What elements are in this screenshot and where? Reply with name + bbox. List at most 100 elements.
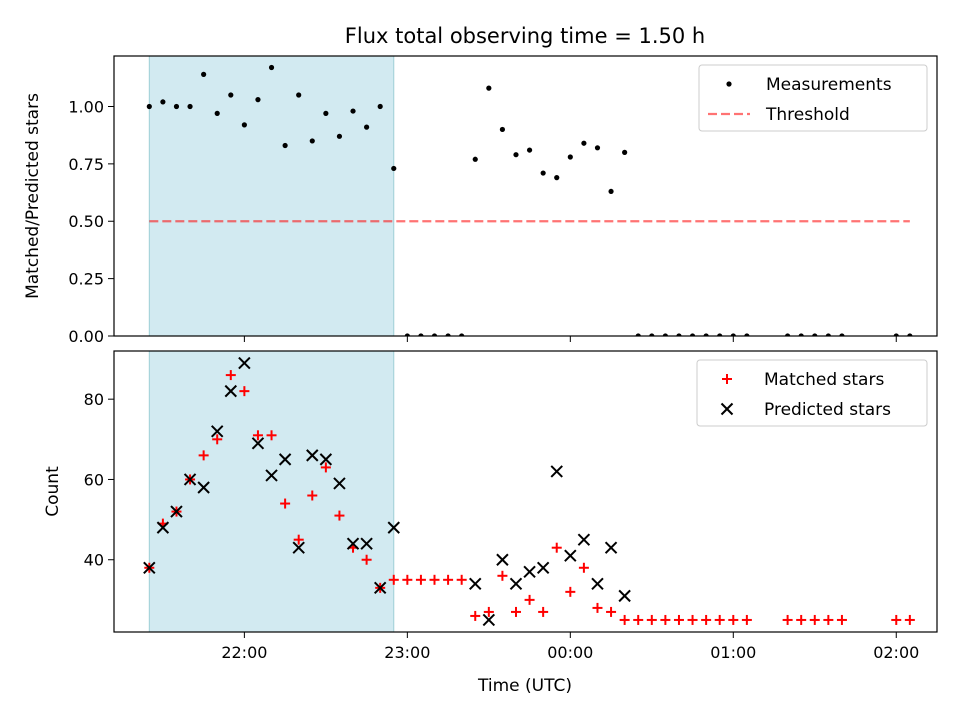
predicted-star-point	[373, 581, 387, 595]
matched-star-point	[836, 614, 847, 625]
predicted-star-point	[604, 541, 618, 554]
legend-label: Predicted stars	[764, 400, 891, 420]
measurement-point	[499, 126, 506, 133]
predicted-star-point	[509, 577, 523, 591]
predicted-star-point	[346, 537, 360, 550]
predicted-star-point	[469, 577, 482, 591]
measurement-point	[282, 142, 288, 149]
x-stroke-b	[333, 477, 346, 490]
measurement-point	[676, 333, 682, 336]
x-stroke-b	[346, 537, 360, 550]
series-matched-stars	[144, 370, 915, 625]
y-tick-label: 0.50	[68, 212, 104, 231]
measurement-point	[309, 138, 315, 144]
matched-star-point	[809, 614, 820, 625]
matched-star-point	[619, 614, 630, 625]
measurement-point	[336, 133, 343, 139]
predicted-star-point	[306, 449, 319, 462]
x-stroke-b	[251, 437, 265, 450]
x-stroke-b	[387, 521, 400, 534]
matched-star-point	[456, 574, 467, 585]
y-tick-label: 40	[84, 551, 104, 570]
measurement-point	[431, 333, 438, 336]
x-tick-label: 01:00	[710, 643, 756, 662]
matched-star-point	[646, 614, 657, 625]
legend-label: Threshold	[765, 105, 850, 125]
measurement-point	[717, 333, 723, 336]
predicted-star-point	[550, 465, 563, 478]
legend: Measurements Threshold	[698, 64, 928, 132]
measurement-point	[255, 97, 261, 103]
shaded-interval	[148, 55, 395, 337]
measurement-point	[214, 110, 220, 116]
measurement-point	[812, 333, 818, 336]
matched-star-point	[415, 574, 426, 585]
measurement-point	[526, 147, 533, 153]
chart-title: Flux total observing time = 1.50 h	[345, 24, 705, 48]
matched-star-point	[551, 542, 562, 553]
predicted-star-point	[482, 613, 496, 627]
y-tick-label: 60	[84, 470, 104, 489]
x-stroke-b	[509, 577, 523, 591]
predicted-star-point	[143, 561, 156, 574]
x-stroke-b	[373, 581, 387, 595]
predicted-star-point	[496, 553, 509, 566]
measurement-point	[730, 333, 736, 336]
predicted-star-point	[577, 533, 591, 546]
x-stroke-b	[170, 505, 183, 518]
matched-star-point	[714, 614, 725, 625]
predicted-star-point	[156, 521, 170, 534]
matched-star-point	[361, 554, 372, 565]
measurement-point	[785, 333, 791, 336]
y-axis-label: Count	[43, 466, 63, 517]
measurement-point	[554, 175, 560, 181]
measurement-point	[323, 110, 329, 116]
measurement-point	[649, 333, 655, 336]
predicted-star-point	[238, 356, 251, 370]
measurement-point	[350, 108, 356, 114]
measurement-point	[662, 333, 668, 336]
matched-star-point	[741, 614, 752, 625]
measurement-point	[622, 149, 628, 155]
predicted-star-point	[333, 477, 346, 490]
measurement-point	[472, 156, 478, 162]
matched-star-point	[198, 450, 209, 461]
matched-star-point	[728, 614, 739, 625]
measurement-point	[228, 92, 234, 98]
predicted-star-point	[564, 549, 577, 562]
predicted-star-point	[265, 469, 278, 482]
measurement-point	[594, 145, 601, 151]
x-stroke-b	[224, 384, 238, 398]
predicted-star-point	[170, 505, 183, 518]
matched-star-point	[280, 498, 291, 509]
predicted-star-point	[360, 537, 373, 550]
predicted-star-point	[251, 437, 265, 450]
matched-star-point	[334, 510, 345, 521]
x-stroke-b	[265, 469, 278, 482]
plot-area	[143, 356, 915, 627]
matched-star-point	[673, 614, 684, 625]
measurement-point	[187, 103, 193, 110]
x-stroke-b	[523, 565, 536, 578]
x-stroke-b	[591, 577, 604, 591]
measurement-point	[459, 333, 465, 336]
predicted-star-point	[591, 577, 604, 591]
measurement-point	[418, 333, 424, 336]
series-predicted-stars	[143, 356, 631, 627]
matched-star-point	[891, 614, 902, 625]
measurement-point	[703, 333, 709, 336]
matched-star-point	[483, 606, 494, 617]
x-stroke-b	[360, 537, 373, 550]
matched-star-point	[796, 614, 807, 625]
top-panel: 0.00 0.25 0.50 0.75 1.00 Matched/Predicted st…	[23, 55, 938, 346]
y-tick-label: 0.75	[68, 155, 104, 174]
x-stroke-b	[536, 561, 550, 574]
legend-label: Measurements	[766, 75, 892, 95]
matched-star-point	[538, 606, 549, 617]
x-axis-label: Time (UTC)	[477, 676, 572, 696]
x-tick-label: 23:00	[384, 643, 430, 662]
plot-area	[146, 64, 913, 336]
matched-star-point	[701, 614, 712, 625]
measurement-point	[825, 333, 831, 336]
